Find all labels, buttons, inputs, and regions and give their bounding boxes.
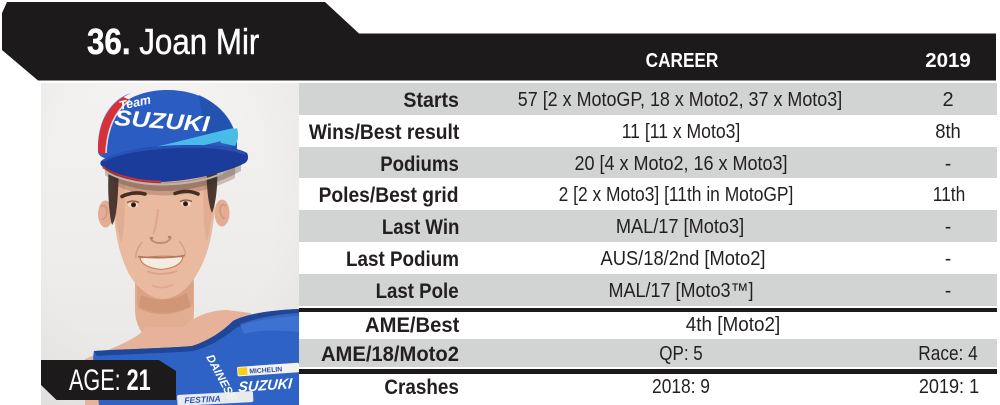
svg-text:MICHELIN: MICHELIN: [249, 366, 282, 375]
svg-text:SUZUKI: SUZUKI: [238, 376, 294, 396]
svg-text:FESTINA: FESTINA: [184, 394, 221, 405]
svg-text:Team: Team: [118, 93, 152, 113]
